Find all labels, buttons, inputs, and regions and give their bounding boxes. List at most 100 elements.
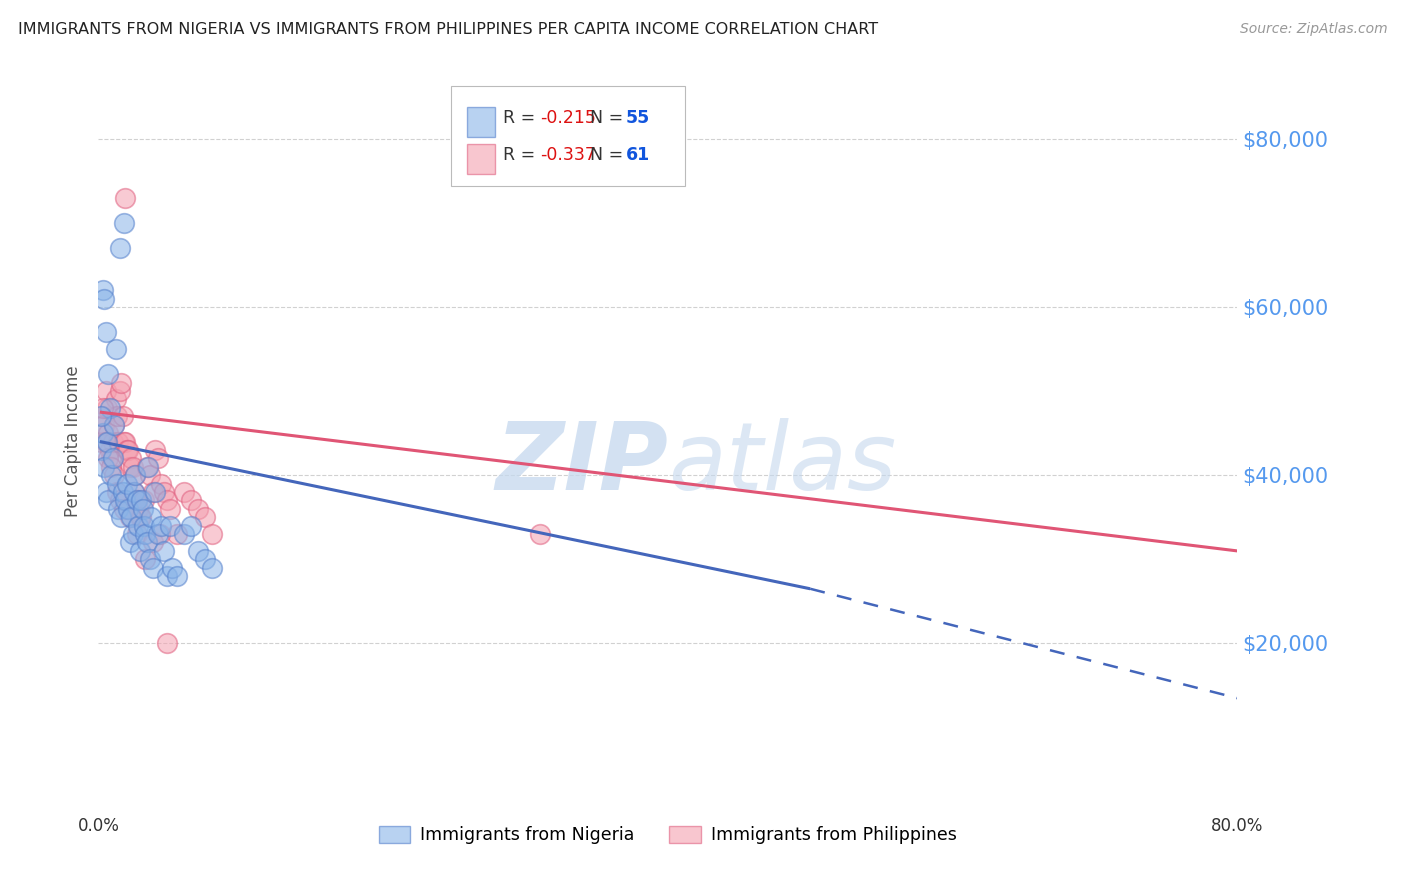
Point	[194, 510, 217, 524]
Point	[124, 468, 146, 483]
Point	[93, 292, 115, 306]
Point	[120, 451, 142, 466]
Point	[134, 527, 156, 541]
Point	[201, 560, 224, 574]
Point	[132, 518, 155, 533]
Point	[136, 459, 159, 474]
Point	[100, 468, 122, 483]
Point	[156, 493, 179, 508]
Point	[173, 527, 195, 541]
Point	[162, 560, 184, 574]
Point	[111, 485, 134, 500]
Point	[141, 560, 163, 574]
Point	[148, 451, 170, 466]
Point	[105, 409, 128, 424]
Text: 61: 61	[626, 146, 650, 164]
Point	[115, 442, 138, 457]
Point	[120, 510, 142, 524]
Point	[138, 552, 160, 566]
Point	[118, 535, 141, 549]
Point	[150, 518, 173, 533]
Point	[104, 342, 127, 356]
Text: N =: N =	[591, 109, 628, 127]
Point	[107, 434, 129, 449]
Point	[112, 216, 135, 230]
Point	[166, 527, 188, 541]
Point	[194, 552, 217, 566]
Point	[150, 476, 173, 491]
Point	[90, 409, 112, 424]
Point	[104, 392, 127, 407]
FancyBboxPatch shape	[451, 87, 685, 186]
Point	[90, 442, 112, 457]
Point	[103, 417, 125, 432]
Point	[180, 493, 202, 508]
Point	[145, 485, 167, 500]
Text: R =: R =	[503, 146, 540, 164]
Point	[128, 544, 150, 558]
Point	[156, 636, 179, 650]
Text: ZIP: ZIP	[495, 417, 668, 509]
Point	[110, 510, 132, 524]
Point	[145, 442, 167, 457]
FancyBboxPatch shape	[467, 144, 495, 174]
Point	[127, 501, 149, 516]
Point	[122, 485, 145, 500]
Point	[91, 283, 114, 297]
Point	[125, 527, 148, 541]
Point	[187, 544, 209, 558]
Point	[108, 241, 131, 255]
Point	[166, 569, 188, 583]
Point	[141, 535, 163, 549]
Point	[153, 544, 176, 558]
Point	[156, 569, 179, 583]
Point	[148, 527, 170, 541]
Text: N =: N =	[591, 146, 628, 164]
Point	[173, 485, 195, 500]
Point	[121, 459, 143, 474]
Point	[124, 468, 146, 483]
Point	[91, 401, 114, 415]
Point	[108, 493, 131, 508]
Y-axis label: Per Capita Income: Per Capita Income	[65, 366, 83, 517]
Point	[118, 510, 141, 524]
Point	[159, 518, 181, 533]
Point	[153, 485, 176, 500]
Point	[112, 501, 135, 516]
Point	[122, 485, 145, 500]
Point	[118, 459, 141, 474]
Point	[101, 451, 124, 466]
Point	[101, 434, 124, 449]
Point	[121, 527, 143, 541]
Point	[105, 485, 128, 500]
Point	[128, 510, 150, 524]
Point	[103, 417, 125, 432]
Point	[201, 527, 224, 541]
Point	[93, 417, 115, 432]
Point	[129, 493, 152, 508]
Point	[97, 493, 120, 508]
Point	[105, 476, 128, 491]
Point	[131, 501, 153, 516]
Point	[134, 552, 156, 566]
Point	[114, 190, 136, 204]
Point	[112, 434, 135, 449]
Point	[125, 493, 148, 508]
Text: -0.337: -0.337	[540, 146, 596, 164]
Point	[114, 493, 136, 508]
Point	[94, 485, 117, 500]
Point	[93, 459, 115, 474]
Point	[100, 451, 122, 466]
Point	[117, 442, 139, 457]
Point	[96, 434, 118, 449]
Point	[103, 468, 125, 483]
Point	[159, 501, 181, 516]
Point	[97, 426, 120, 441]
Point	[115, 476, 138, 491]
Text: R =: R =	[503, 109, 540, 127]
Point	[98, 442, 121, 457]
Text: IMMIGRANTS FROM NIGERIA VS IMMIGRANTS FROM PHILIPPINES PER CAPITA INCOME CORRELA: IMMIGRANTS FROM NIGERIA VS IMMIGRANTS FR…	[18, 22, 879, 37]
Point	[91, 426, 114, 441]
Point	[138, 468, 160, 483]
Point	[125, 493, 148, 508]
